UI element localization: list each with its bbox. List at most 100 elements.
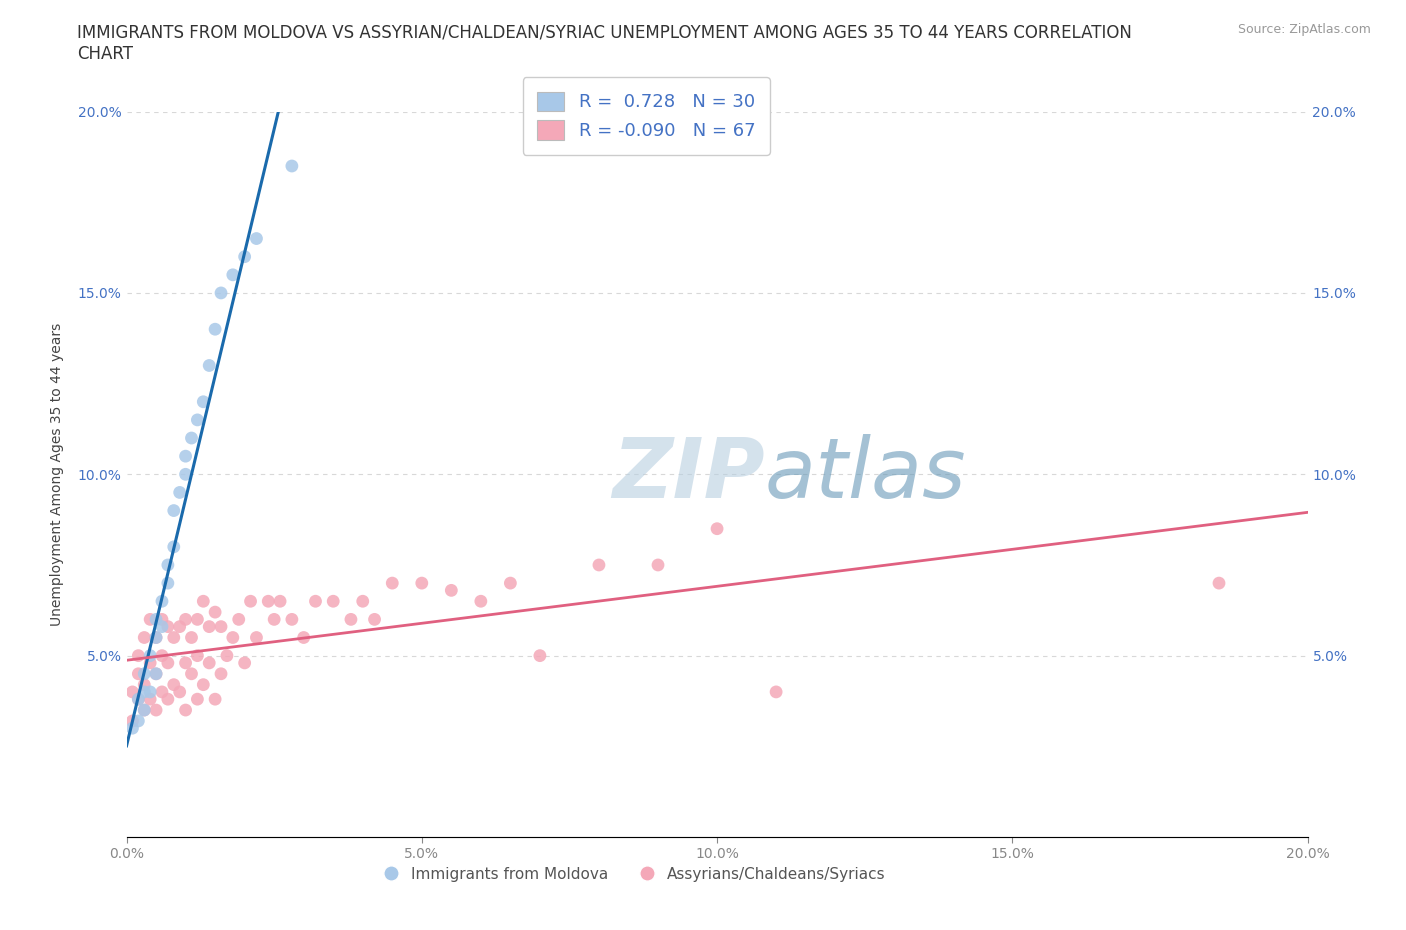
Point bbox=[180, 431, 202, 445]
Point bbox=[156, 619, 179, 634]
Point bbox=[121, 721, 143, 736]
Point bbox=[127, 692, 149, 707]
Y-axis label: Unemployment Among Ages 35 to 44 years: Unemployment Among Ages 35 to 44 years bbox=[51, 323, 63, 626]
Point bbox=[150, 612, 173, 627]
Point bbox=[222, 631, 245, 645]
Point bbox=[139, 684, 162, 699]
Point bbox=[127, 667, 149, 682]
Text: atlas: atlas bbox=[765, 433, 966, 515]
Point bbox=[257, 594, 280, 609]
Point bbox=[440, 583, 463, 598]
Point bbox=[174, 449, 197, 464]
Point bbox=[174, 467, 197, 482]
Point bbox=[209, 667, 232, 682]
Point bbox=[193, 594, 215, 609]
Legend: Immigrants from Moldova, Assyrians/Chaldeans/Syriacs: Immigrants from Moldova, Assyrians/Chald… bbox=[371, 855, 897, 895]
Point bbox=[222, 268, 245, 283]
Point bbox=[121, 684, 143, 699]
Point bbox=[292, 631, 315, 645]
Point bbox=[139, 648, 162, 663]
Point bbox=[174, 656, 197, 671]
Point bbox=[281, 612, 304, 627]
Point bbox=[233, 249, 256, 264]
Text: IMMIGRANTS FROM MOLDOVA VS ASSYRIAN/CHALDEAN/SYRIAC UNEMPLOYMENT AMONG AGES 35 T: IMMIGRANTS FROM MOLDOVA VS ASSYRIAN/CHAL… bbox=[77, 23, 1132, 41]
Point bbox=[263, 612, 285, 627]
Text: ZIP: ZIP bbox=[612, 433, 765, 515]
Point bbox=[204, 322, 226, 337]
Point bbox=[180, 631, 202, 645]
Point bbox=[145, 667, 167, 682]
Point bbox=[209, 619, 232, 634]
Point bbox=[470, 594, 492, 609]
Point bbox=[134, 703, 156, 718]
Point bbox=[127, 648, 149, 663]
Point bbox=[139, 692, 162, 707]
Point bbox=[145, 612, 167, 627]
Point bbox=[150, 648, 173, 663]
Point bbox=[352, 594, 374, 609]
Point bbox=[134, 684, 156, 699]
Point bbox=[150, 684, 173, 699]
Point bbox=[588, 558, 610, 573]
Point bbox=[363, 612, 385, 627]
Point bbox=[1208, 576, 1230, 591]
Point bbox=[150, 619, 173, 634]
Point bbox=[169, 619, 191, 634]
Point bbox=[134, 631, 156, 645]
Point bbox=[156, 656, 179, 671]
Point bbox=[193, 394, 215, 409]
Point bbox=[233, 656, 256, 671]
Point bbox=[174, 703, 197, 718]
Point bbox=[193, 677, 215, 692]
Point bbox=[186, 413, 208, 428]
Point bbox=[169, 684, 191, 699]
Point bbox=[163, 677, 186, 692]
Point bbox=[765, 684, 787, 699]
Point bbox=[529, 648, 551, 663]
Point bbox=[169, 485, 191, 500]
Point bbox=[304, 594, 326, 609]
Point bbox=[163, 503, 186, 518]
Point bbox=[281, 158, 304, 173]
Point bbox=[127, 692, 149, 707]
Point bbox=[340, 612, 363, 627]
Point bbox=[186, 612, 208, 627]
Point bbox=[145, 631, 167, 645]
Point bbox=[204, 604, 226, 619]
Point bbox=[198, 619, 221, 634]
Point bbox=[245, 231, 267, 246]
Point bbox=[134, 667, 156, 682]
Point bbox=[186, 648, 208, 663]
Point bbox=[186, 692, 208, 707]
Text: Source: ZipAtlas.com: Source: ZipAtlas.com bbox=[1237, 23, 1371, 36]
Point bbox=[209, 286, 232, 300]
Point bbox=[145, 631, 167, 645]
Point bbox=[239, 594, 262, 609]
Point bbox=[204, 692, 226, 707]
Text: CHART: CHART bbox=[77, 45, 134, 62]
Point bbox=[322, 594, 344, 609]
Point bbox=[139, 612, 162, 627]
Point bbox=[245, 631, 267, 645]
Point bbox=[150, 594, 173, 609]
Point bbox=[145, 703, 167, 718]
Point bbox=[706, 521, 728, 536]
Point bbox=[180, 667, 202, 682]
Point bbox=[127, 713, 149, 728]
Point bbox=[156, 692, 179, 707]
Point bbox=[499, 576, 522, 591]
Point bbox=[381, 576, 404, 591]
Point bbox=[145, 667, 167, 682]
Point bbox=[411, 576, 433, 591]
Point bbox=[174, 612, 197, 627]
Point bbox=[139, 656, 162, 671]
Point bbox=[269, 594, 291, 609]
Point bbox=[156, 576, 179, 591]
Point bbox=[121, 713, 143, 728]
Point bbox=[198, 358, 221, 373]
Point bbox=[647, 558, 669, 573]
Point bbox=[228, 612, 250, 627]
Point bbox=[215, 648, 238, 663]
Point bbox=[163, 631, 186, 645]
Point bbox=[163, 539, 186, 554]
